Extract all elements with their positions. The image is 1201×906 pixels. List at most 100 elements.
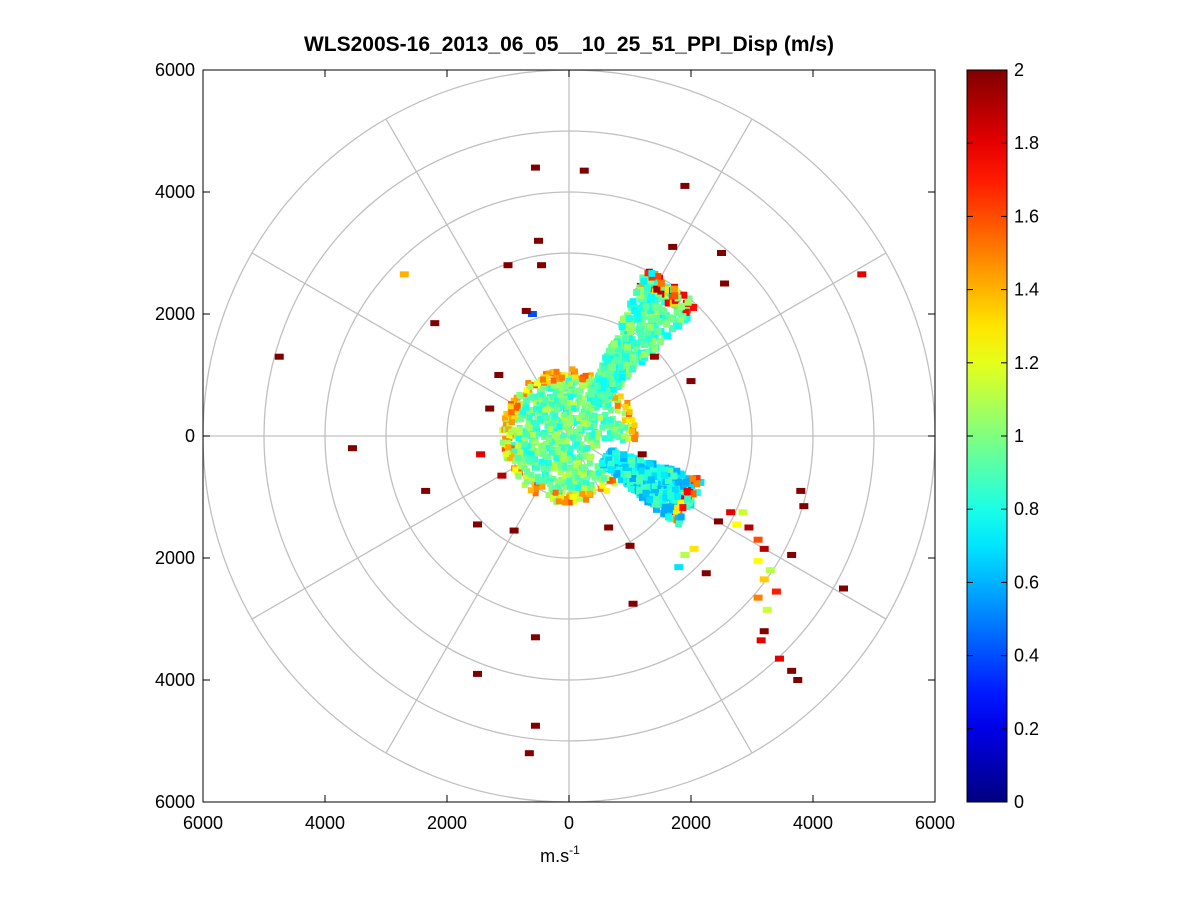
clutter-gate (533, 422, 540, 429)
sector-gate (623, 361, 631, 369)
clutter-gate (545, 460, 552, 467)
data-point (680, 182, 690, 189)
clutter-gate (533, 406, 540, 413)
clutter-gate (595, 469, 602, 476)
sector-gate (613, 470, 621, 478)
clutter-gate (549, 496, 556, 503)
clutter-gate (600, 418, 607, 425)
clutter-gate (619, 437, 626, 444)
clutter-gate (571, 469, 578, 476)
data-point (759, 628, 769, 635)
clutter-gate (563, 484, 570, 491)
clutter-gate (631, 436, 638, 443)
sector-gate (640, 277, 648, 285)
clutter-gate (548, 485, 555, 492)
clutter-gate (586, 400, 593, 407)
clutter-gate (599, 482, 606, 489)
sector-gate (652, 310, 660, 318)
sector-gate (651, 333, 659, 341)
clutter-gate (552, 390, 559, 397)
clutter-gate (537, 406, 544, 413)
data-point (530, 634, 540, 641)
clutter-gate (556, 397, 563, 404)
clutter-gate (556, 423, 563, 430)
clutter-gate (552, 489, 559, 496)
clutter-gate (614, 407, 621, 414)
clutter-gate (611, 426, 618, 433)
sector-gate (664, 299, 672, 307)
clutter-gate (599, 424, 606, 431)
data-point (494, 372, 504, 378)
sector-gate (629, 339, 637, 347)
clutter-gate (607, 406, 614, 413)
sector-gate (607, 460, 615, 468)
clutter-gate (542, 396, 549, 403)
clutter-gate (567, 393, 574, 400)
clutter-gate (577, 387, 584, 394)
sector-gate (609, 385, 617, 393)
sector-gate (674, 322, 682, 330)
clutter-gate (611, 480, 618, 487)
clutter-gate (594, 442, 601, 449)
clutter-gate (579, 490, 586, 497)
sector-gate (610, 340, 618, 348)
sector-gate (600, 396, 608, 404)
clutter-gate (553, 373, 560, 380)
clutter-gate (515, 435, 522, 442)
sector-gate (679, 313, 687, 321)
data-point (430, 320, 440, 327)
y-tick-label: 6000 (155, 792, 195, 812)
sector-gate (624, 471, 632, 479)
sector-gate (634, 315, 642, 323)
colorbar-tick-label: 1.2 (1014, 353, 1039, 373)
data-point (524, 750, 534, 757)
data-point (628, 600, 638, 607)
clutter-gate (544, 453, 551, 460)
sector-gate (645, 335, 653, 343)
clutter-gate (529, 453, 536, 460)
clutter-gate (551, 465, 558, 472)
clutter-gate (529, 431, 536, 438)
clutter-gate (508, 409, 515, 416)
clutter-gate (506, 432, 513, 439)
clutter-gate (571, 498, 578, 505)
clutter-gate (559, 397, 566, 404)
data-point (485, 405, 495, 412)
clutter-gate (512, 466, 519, 473)
sector-gate (620, 470, 628, 478)
sector-gate (693, 480, 701, 488)
data-point (839, 585, 848, 592)
clutter-gate (506, 454, 513, 461)
sector-gate (597, 391, 605, 399)
clutter-gate (538, 391, 545, 398)
colorbar-tick-label: 0.4 (1014, 646, 1039, 666)
sector-gate (656, 338, 664, 346)
sector-gate (652, 314, 660, 322)
sector-gate (683, 488, 691, 496)
clutter-gate (558, 494, 565, 501)
sector-gate (630, 361, 638, 369)
sector-gate (639, 283, 647, 291)
sector-gate (618, 476, 626, 484)
clutter-gate (522, 457, 529, 464)
clutter-gate (566, 411, 573, 418)
data-point (686, 378, 696, 385)
clutter-gate (589, 443, 596, 450)
clutter-gate (579, 400, 586, 407)
sector-gate (609, 380, 617, 388)
clutter-gate (601, 475, 608, 482)
clutter-gate (577, 469, 584, 476)
clutter-gate (528, 407, 535, 414)
clutter-gate (560, 438, 567, 445)
colorbar-tick-label: 0.8 (1014, 499, 1039, 519)
clutter-gate (559, 374, 566, 381)
clutter-gate (544, 419, 551, 426)
sector-gate (617, 363, 625, 371)
sector-gate (638, 337, 646, 345)
clutter-gate (522, 441, 529, 448)
clutter-gate (629, 416, 636, 423)
sector-gate (650, 482, 658, 490)
sector-gate (658, 489, 666, 497)
sector-gate (619, 316, 627, 324)
sector-gate (677, 317, 685, 325)
